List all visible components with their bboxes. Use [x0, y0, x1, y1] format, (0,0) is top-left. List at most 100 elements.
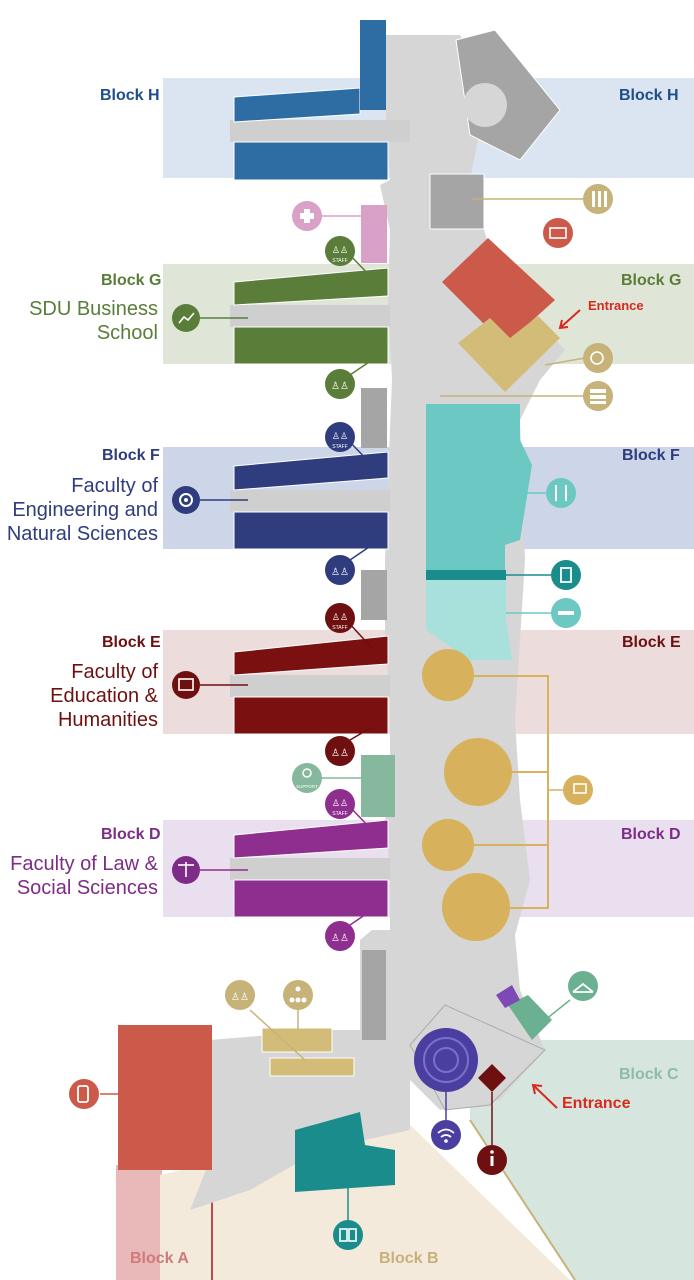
- block-h-east-rooms: [455, 29, 561, 161]
- org-chart-icon: [283, 980, 313, 1010]
- svg-text:SUPPORT: SUPPORT: [296, 784, 318, 789]
- block-a-label: Block A: [130, 1250, 189, 1267]
- block-h-service-room: [429, 173, 485, 230]
- faculty-business: SDU Business School: [29, 297, 158, 345]
- faculty-engineering-line-1: Faculty of: [71, 475, 158, 497]
- toilet-staff-icon-g: ♙♙ STAFF: [325, 236, 355, 266]
- block-h-label-left: Block H: [100, 87, 160, 104]
- cafe-cup-icon: [551, 560, 581, 590]
- south-stair-block: [362, 950, 386, 1040]
- education-book-icon: [172, 671, 200, 699]
- faculty-business-line-2: School: [96, 322, 158, 344]
- toilet-icons: ♙♙ STAFF ♙♙ ♙♙ STAFF ♙♙ ♙♙ STAFF ♙♙ ♙♙ STAFF…: [325, 236, 355, 951]
- faculty-education-line-1: Faculty of: [71, 661, 158, 683]
- wifi-zone-ring-2: [433, 1047, 459, 1073]
- service-icons: SUPPORT ♙♙: [69, 184, 613, 1250]
- toilet-icon-d: ♙♙: [325, 921, 355, 951]
- faculty-education: Faculty of Education & Humanities: [50, 660, 158, 732]
- svg-text:♙♙: ♙♙: [332, 431, 348, 441]
- block-h-rotunda: [463, 83, 507, 127]
- wardrobe-room: [508, 995, 552, 1040]
- block-f-corridor: [230, 490, 390, 512]
- entrance-north-label: Entrance: [588, 298, 644, 313]
- meeting-rooms-north: [261, 1027, 333, 1053]
- wifi-icon: [431, 1120, 461, 1150]
- toilet-icon-b: ♙♙: [225, 980, 255, 1010]
- faculty-engineering: Faculty of Engineering and Natural Scien…: [7, 474, 158, 546]
- block-g-gold-hall: [458, 316, 560, 392]
- block-d-corridor: [230, 858, 390, 880]
- block-g-label-right: Block G: [621, 272, 682, 289]
- faculty-business-line-1: SDU Business: [29, 298, 158, 320]
- meeting-rooms-south: [269, 1057, 355, 1077]
- svg-text:STAFF: STAFF: [332, 444, 347, 450]
- library-book-icon: [333, 1220, 363, 1250]
- block-a-area: [116, 1165, 162, 1280]
- block-f-rooms-north: [233, 451, 389, 491]
- faculty-icons: [172, 304, 200, 884]
- microscope-icon: [583, 343, 613, 373]
- block-f-label-right: Block F: [622, 447, 680, 464]
- auditorium-4: [442, 873, 510, 941]
- block-f-rooms-south: [233, 511, 389, 550]
- engineering-gear-icon: [172, 486, 200, 514]
- svg-text:STAFF: STAFF: [332, 258, 347, 264]
- block-h-corridor: [230, 120, 410, 142]
- law-scales-icon: [172, 856, 200, 884]
- wardrobe-hanger-icon: [568, 971, 598, 1001]
- svg-text:♙♙: ♙♙: [332, 245, 348, 255]
- entrance-arrows: [531, 309, 581, 1109]
- business-chart-icon: [172, 304, 200, 332]
- cafe-counter: [426, 570, 506, 580]
- faculty-law-line-1: Faculty of Law &: [10, 853, 158, 875]
- toilet-icon-g: ♙♙: [325, 369, 355, 399]
- faculty-engineering-line-3: Natural Sciences: [6, 523, 158, 545]
- toilet-staff-icon-e: ♙♙ STAFF: [325, 603, 355, 633]
- canteen-fork-knife-icon: [546, 478, 576, 508]
- block-f-service-south: [361, 570, 387, 620]
- svg-text:STAFF: STAFF: [332, 811, 347, 817]
- block-c-label: Block C: [619, 1066, 679, 1083]
- block-g-label-left: Block G: [101, 272, 162, 289]
- support-room: [361, 755, 395, 817]
- block-f-service: [361, 388, 387, 448]
- study-area-icon: [551, 598, 581, 628]
- entrance-south-label: Entrance: [562, 1095, 631, 1112]
- block-g-corridor: [230, 305, 390, 327]
- block-e-rooms-north: [233, 635, 389, 676]
- leader-lines: [100, 198, 588, 1220]
- svg-text:♙♙: ♙♙: [332, 612, 348, 622]
- toilet-staff-icon-d: ♙♙ STAFF: [325, 789, 355, 819]
- svg-text:♙♙: ♙♙: [331, 748, 349, 759]
- phone-icon: [69, 1079, 99, 1109]
- block-d-label-right: Block D: [621, 826, 681, 843]
- block-g-red-hall: [442, 238, 555, 345]
- faculty-law-line-2: Social Sciences: [16, 877, 158, 899]
- stationery-icon: [583, 184, 613, 214]
- auditorium-2: [444, 738, 512, 806]
- block-e-corridor: [230, 675, 390, 697]
- faculty-engineering-line-2: Engineering and: [12, 499, 158, 521]
- info-desk: [478, 1064, 506, 1092]
- block-e-label-left: Block E: [102, 634, 161, 651]
- cafe-seating: [426, 580, 512, 660]
- library-room: [295, 1112, 395, 1192]
- block-h-label-right: Block H: [619, 87, 679, 104]
- canteen-area: [426, 404, 532, 572]
- svg-text:♙♙: ♙♙: [231, 992, 249, 1003]
- svg-text:STAFF: STAFF: [332, 625, 347, 631]
- block-e-rooms-south: [233, 696, 389, 735]
- faculty-education-line-2: Education &: [50, 685, 158, 707]
- block-c-area: [470, 1040, 694, 1280]
- block-b-label: Block B: [379, 1250, 439, 1267]
- support-icon: SUPPORT: [292, 763, 322, 793]
- block-g-rooms-north: [233, 267, 389, 306]
- auditorium-connector: [470, 675, 549, 909]
- block-f-label-left: Block F: [102, 447, 160, 464]
- faculty-law: Faculty of Law & Social Sciences: [10, 852, 158, 900]
- svg-text:♙♙: ♙♙: [331, 567, 349, 578]
- wifi-zone-ring: [423, 1037, 469, 1083]
- auditorium-1: [422, 649, 474, 701]
- block-a-building: [118, 1025, 212, 1170]
